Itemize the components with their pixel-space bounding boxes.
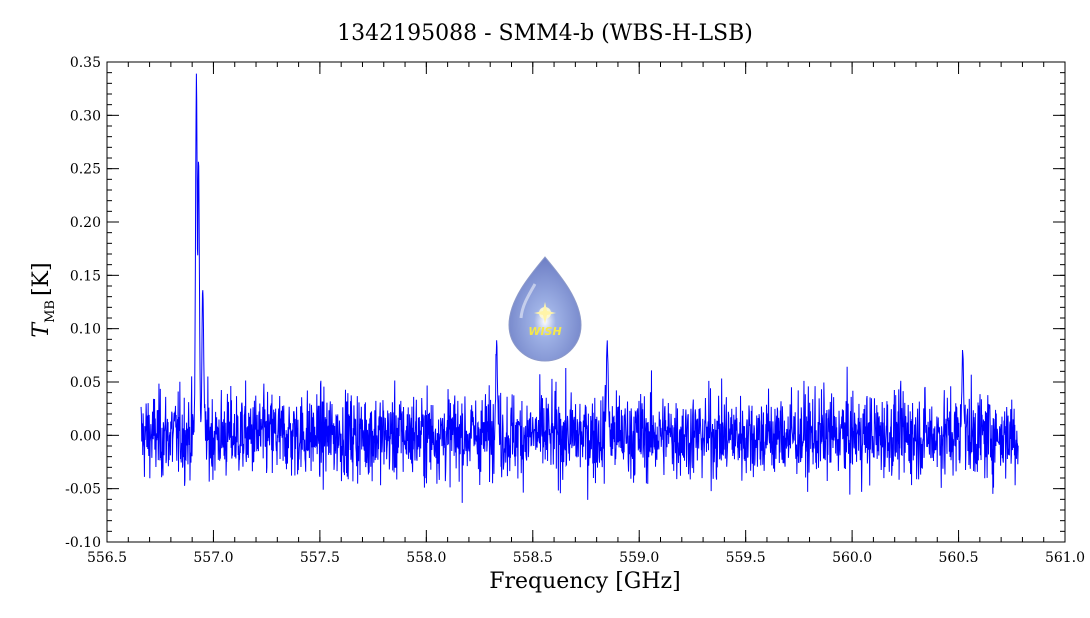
x-tick-label: 558.5 [513,550,553,566]
y-tick-label: 0.35 [70,55,101,71]
x-axis-label: Frequency [GHz] [489,569,681,594]
star-icon [534,302,556,324]
y-tick-label: -0.05 [65,482,101,498]
plot-area [106,61,1066,543]
x-tick-label: 558.0 [406,550,446,566]
x-tick-label: 557.0 [193,550,233,566]
wish-logo-text: WISH [528,325,561,338]
x-tick-label: 557.5 [300,550,340,566]
spectrum-line [140,73,1019,503]
y-axis: -0.10 -0.05 0.00 0.05 0.10 0.15 0.20 0.25 0.30 0.… [65,55,1065,551]
y-axis-label-unit: [K] [29,262,54,296]
y-axis-label: TMB [K] [29,262,58,337]
svg-text:TMB[K]: TMB [K] [29,262,58,337]
x-tick-label: 561.0 [1045,550,1085,566]
y-tick-label: 0.05 [70,375,101,391]
y-tick-label: -0.10 [65,535,101,551]
x-tick-label: 556.5 [87,550,127,566]
x-tick-label: 559.0 [619,550,659,566]
x-tick-label: 560.5 [939,550,979,566]
y-axis-label-main: T [29,321,54,338]
y-tick-label: 0.15 [70,268,101,284]
wish-logo-watermark: WISH [508,256,582,362]
y-axis-label-sub: MB [43,300,58,323]
y-tick-label: 0.30 [70,108,101,124]
y-tick-label: 0.10 [70,322,101,338]
y-tick-label: 0.25 [70,162,101,178]
x-tick-label: 559.5 [726,550,766,566]
y-tick-label: 0.00 [70,428,101,444]
plot-frame [106,61,1066,543]
y-tick-label: 0.20 [70,215,101,231]
chart-title: 1342195088 - SMM4-b (WBS-H-LSB) [337,21,753,46]
x-tick-label: 560.0 [832,550,872,566]
x-axis: 556.5 557.0 557.5 558.0 558.5 559.0 559.5 560.0… [87,62,1085,566]
